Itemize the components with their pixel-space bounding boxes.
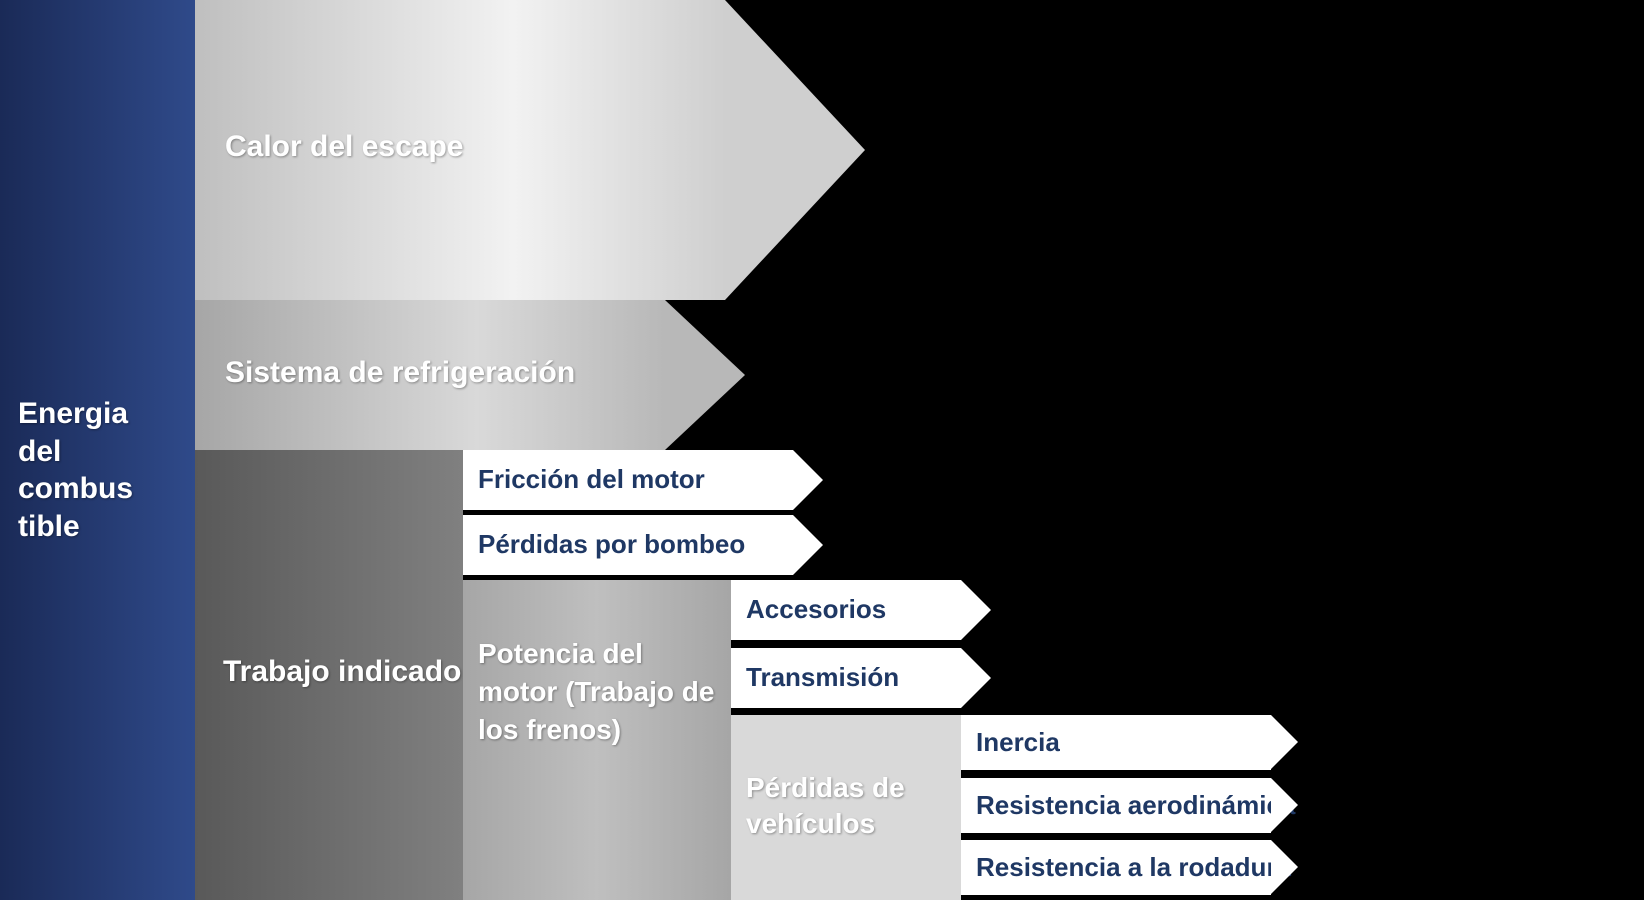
- fuel-energy-label: Energia del combus tible: [18, 395, 178, 545]
- vehicle-losses-block: Pérdidas de vehículos: [731, 715, 961, 900]
- transmission-label: Transmisión: [746, 662, 899, 693]
- inertia-label: Inercia: [976, 727, 1060, 758]
- pumping-losses-arrow: Pérdidas por bombeo: [463, 515, 793, 575]
- pumping-losses-label: Pérdidas por bombeo: [478, 529, 745, 560]
- engine-friction-label: Fricción del motor: [478, 464, 705, 495]
- cooling-system-label: Sistema de refrigeración: [225, 356, 575, 390]
- fuel-energy-bar: Energia del combus tible: [0, 0, 195, 900]
- indicated-work-label: Trabajo indicado: [223, 655, 461, 689]
- vehicle-losses-label: Pérdidas de vehículos: [746, 770, 946, 843]
- transmission-arrow: Transmisión: [731, 648, 961, 708]
- inertia-arrow: Inercia: [961, 715, 1271, 770]
- indicated-work-block: Trabajo indicado: [195, 450, 463, 900]
- rolling-resistance-arrow: Resistencia a la rodadura: [961, 840, 1271, 895]
- aero-resistance-label: Resistencia aerodinámica: [976, 790, 1295, 821]
- exhaust-heat-label: Calor del escape: [225, 130, 463, 164]
- exhaust-heat-arrow: Calor del escape: [195, 0, 725, 300]
- accessories-arrow: Accesorios: [731, 580, 961, 640]
- rolling-resistance-label: Resistencia a la rodadura: [976, 852, 1291, 883]
- engine-friction-arrow: Fricción del motor: [463, 450, 793, 510]
- engine-power-block: Potencia del motor (Trabajo de los freno…: [463, 580, 731, 900]
- aero-resistance-arrow: Resistencia aerodinámica: [961, 778, 1271, 833]
- accessories-label: Accesorios: [746, 594, 886, 625]
- engine-power-label: Potencia del motor (Trabajo de los freno…: [478, 635, 718, 748]
- energy-sankey-diagram: Energia del combus tible Calor del escap…: [0, 0, 1644, 900]
- cooling-system-arrow: Sistema de refrigeración: [195, 300, 665, 450]
